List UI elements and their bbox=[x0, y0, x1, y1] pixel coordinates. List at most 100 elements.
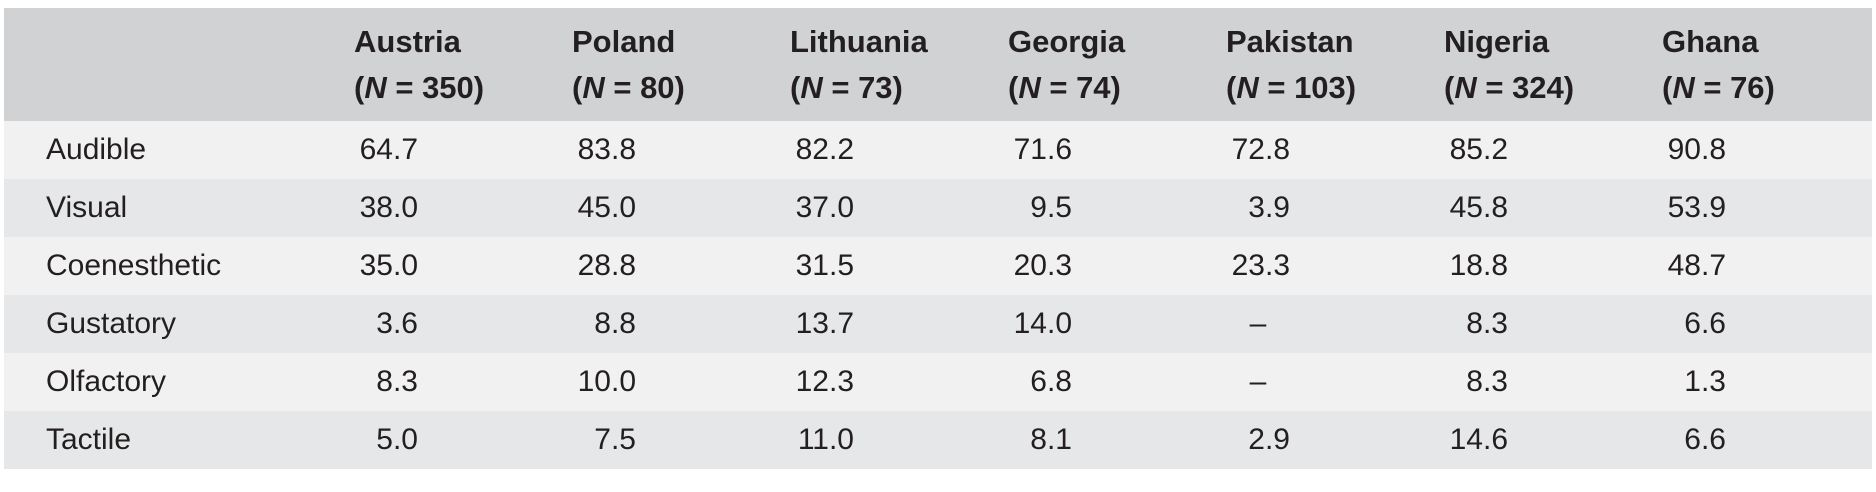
table-body: Audible 64.7 83.8 82.2 71.6 72.8 85.2 90.8 Visua… bbox=[4, 121, 1872, 469]
table-cell: 8.1 bbox=[1000, 411, 1218, 469]
row-label: Gustatory bbox=[46, 307, 177, 340]
column-country-label: Ghana bbox=[1662, 23, 1759, 59]
table-cell: 6.6 bbox=[1654, 295, 1872, 353]
cell-value: 10.0 bbox=[577, 365, 636, 398]
table-row: Gustatory 3.6 8.8 13.7 14.0 – 8.3 6.6 bbox=[4, 295, 1872, 353]
column-sample-size: (N = 324) bbox=[1444, 69, 1575, 105]
table-cell: 10.0 bbox=[564, 353, 782, 411]
table-cell: 3.9 bbox=[1218, 179, 1436, 237]
table-cell: 8.8 bbox=[564, 295, 782, 353]
table-cell: 72.8 bbox=[1218, 121, 1436, 179]
table-cell: 28.8 bbox=[564, 237, 782, 295]
cell-value: 9.5 bbox=[1030, 191, 1072, 224]
table-cell: 85.2 bbox=[1436, 121, 1654, 179]
sample-size-symbol: N bbox=[1454, 69, 1477, 105]
table-cell: 48.7 bbox=[1654, 237, 1872, 295]
table-cell: 5.0 bbox=[346, 411, 564, 469]
cell-value: 14.0 bbox=[1013, 307, 1072, 340]
table-cell: 37.0 bbox=[782, 179, 1000, 237]
cell-value: 14.6 bbox=[1449, 423, 1508, 456]
table-cell: 90.8 bbox=[1654, 121, 1872, 179]
table-cell: 2.9 bbox=[1218, 411, 1436, 469]
cell-value: 11.0 bbox=[797, 423, 854, 456]
column-sample-size: (N = 350) bbox=[354, 69, 485, 105]
cell-value: – bbox=[1249, 365, 1267, 398]
table-cell: 3.6 bbox=[346, 295, 564, 353]
cell-value: 83.8 bbox=[577, 133, 636, 166]
table-cell: 8.3 bbox=[1436, 295, 1654, 353]
column-header-lithuania: Lithuania (N = 73) bbox=[782, 8, 1000, 121]
table-cell: 14.0 bbox=[1000, 295, 1218, 353]
table-cell: 13.7 bbox=[782, 295, 1000, 353]
cell-value: 6.6 bbox=[1684, 423, 1726, 456]
cell-value: 1.3 bbox=[1684, 365, 1726, 398]
sample-size-value: 324 bbox=[1512, 69, 1564, 105]
header-corner-cell bbox=[4, 8, 346, 121]
cell-value: 45.8 bbox=[1449, 191, 1508, 224]
column-country-label: Pakistan bbox=[1226, 23, 1354, 59]
sample-size-value: 73 bbox=[858, 69, 893, 105]
cell-value: 13.7 bbox=[795, 307, 854, 340]
column-sample-size: (N = 103) bbox=[1226, 69, 1357, 105]
sample-size-value: 74 bbox=[1076, 69, 1111, 105]
column-header-pakistan: Pakistan (N = 103) bbox=[1218, 8, 1436, 121]
table-cell: 83.8 bbox=[564, 121, 782, 179]
table-cell: – bbox=[1218, 295, 1436, 353]
sample-size-symbol: N bbox=[1236, 69, 1259, 105]
table-cell: 12.3 bbox=[782, 353, 1000, 411]
cell-value: 3.6 bbox=[376, 307, 418, 340]
cell-value: 6.6 bbox=[1684, 307, 1726, 340]
cell-value: 8.3 bbox=[1466, 365, 1508, 398]
cell-value: 38.0 bbox=[359, 191, 418, 224]
table-cell: 8.3 bbox=[346, 353, 564, 411]
table-cell: 1.3 bbox=[1654, 353, 1872, 411]
table-cell: 11.0 bbox=[782, 411, 1000, 469]
column-country-label: Poland bbox=[572, 23, 676, 59]
column-header-austria: Austria (N = 350) bbox=[346, 8, 564, 121]
cell-value: 8.3 bbox=[376, 365, 418, 398]
table-cell: 6.8 bbox=[1000, 353, 1218, 411]
sample-size-symbol: N bbox=[800, 69, 823, 105]
cell-value: 8.8 bbox=[594, 307, 636, 340]
column-country-label: Nigeria bbox=[1444, 23, 1550, 59]
row-label: Audible bbox=[46, 133, 147, 166]
cell-value: 5.0 bbox=[376, 423, 418, 456]
cell-value: 71.6 bbox=[1013, 133, 1072, 166]
table-row: Visual 38.0 45.0 37.0 9.5 3.9 45.8 53.9 bbox=[4, 179, 1872, 237]
sample-size-symbol: N bbox=[364, 69, 387, 105]
cell-value: 20.3 bbox=[1013, 249, 1072, 282]
table-cell: 38.0 bbox=[346, 179, 564, 237]
table-cell: 64.7 bbox=[346, 121, 564, 179]
column-header-georgia: Georgia (N = 74) bbox=[1000, 8, 1218, 121]
cell-value: 3.9 bbox=[1248, 191, 1290, 224]
column-header-nigeria: Nigeria (N = 324) bbox=[1436, 8, 1654, 121]
row-label: Visual bbox=[46, 191, 128, 224]
cell-value: 6.8 bbox=[1030, 365, 1072, 398]
cell-value: 45.0 bbox=[577, 191, 636, 224]
table-cell: 9.5 bbox=[1000, 179, 1218, 237]
cell-value: 18.8 bbox=[1449, 249, 1508, 282]
table-cell: 71.6 bbox=[1000, 121, 1218, 179]
cell-value: 7.5 bbox=[594, 423, 636, 456]
column-sample-size: (N = 74) bbox=[1008, 69, 1121, 105]
cell-value: 8.3 bbox=[1466, 307, 1508, 340]
row-label: Tactile bbox=[46, 423, 132, 456]
hallucination-modality-table: Austria (N = 350) Poland (N = 80) Lithuania (… bbox=[4, 8, 1872, 469]
cell-value: 31.5 bbox=[795, 249, 854, 282]
row-label: Coenesthetic bbox=[46, 249, 222, 282]
sample-size-value: 80 bbox=[640, 69, 675, 105]
table-row: Coenesthetic 35.0 28.8 31.5 20.3 23.3 18.8 48.7 bbox=[4, 237, 1872, 295]
table-cell: 14.6 bbox=[1436, 411, 1654, 469]
data-table: Austria (N = 350) Poland (N = 80) Lithuania (… bbox=[4, 8, 1872, 469]
table-cell: 20.3 bbox=[1000, 237, 1218, 295]
column-header-poland: Poland (N = 80) bbox=[564, 8, 782, 121]
column-sample-size: (N = 76) bbox=[1662, 69, 1775, 105]
row-label: Olfactory bbox=[46, 365, 167, 398]
table-cell: 23.3 bbox=[1218, 237, 1436, 295]
table-row: Audible 64.7 83.8 82.2 71.6 72.8 85.2 90.8 bbox=[4, 121, 1872, 179]
table-cell: 7.5 bbox=[564, 411, 782, 469]
table-row: Tactile 5.0 7.5 11.0 8.1 2.9 14.6 6.6 bbox=[4, 411, 1872, 469]
table-cell: 53.9 bbox=[1654, 179, 1872, 237]
table-cell: 45.0 bbox=[564, 179, 782, 237]
cell-value: – bbox=[1249, 307, 1267, 340]
